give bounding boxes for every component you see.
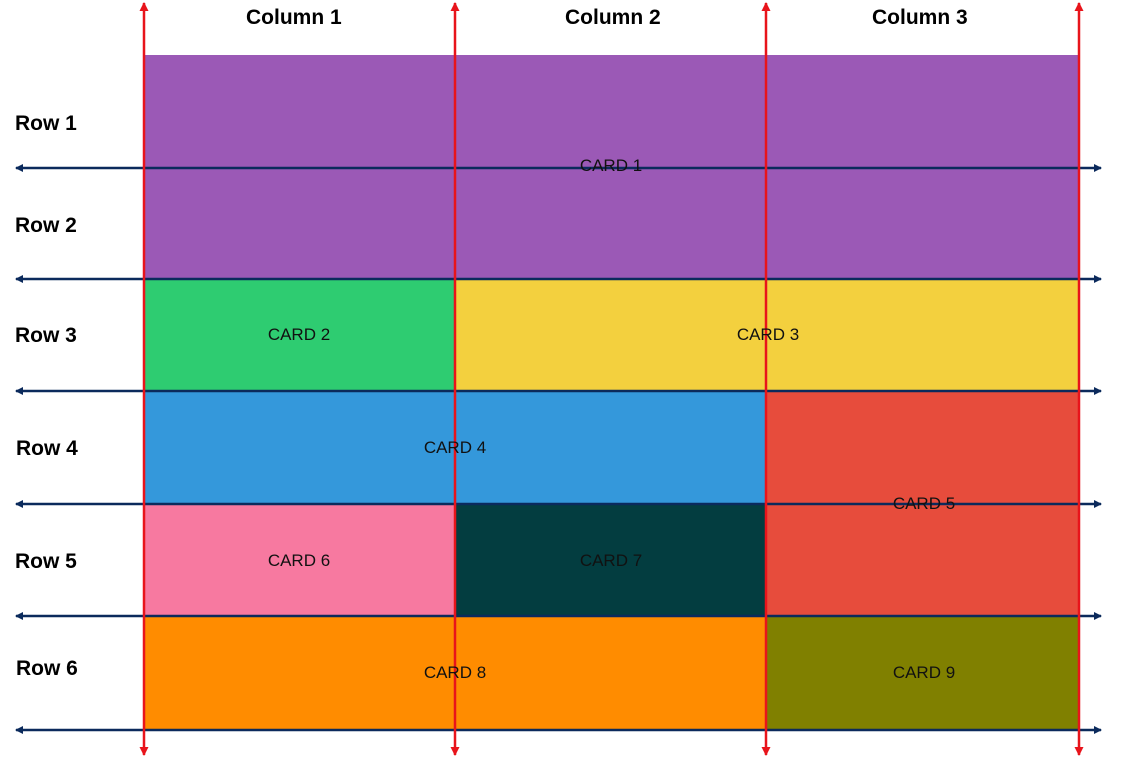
card-label-1: CARD 1 [579,156,643,175]
column-lines [139,2,1084,756]
card-label-2: CARD 2 [267,325,331,344]
card-label-5: CARD 5 [892,494,956,513]
row-header-5: Row 5 [15,550,77,573]
row-header-4: Row 4 [16,437,78,460]
card-label-4: CARD 4 [423,438,487,457]
card-2 [145,280,455,392]
column-header-3: Column 3 [872,6,968,29]
row-header-1: Row 1 [15,112,77,135]
card-label-9: CARD 9 [892,663,956,682]
card-9 [766,617,1079,730]
card-label-8: CARD 8 [423,663,487,682]
card-7 [456,505,766,617]
card-6 [145,505,456,617]
card-label-3: CARD 3 [736,325,800,344]
row-header-6: Row 6 [16,657,78,680]
row-lines [15,164,1102,734]
row-header-2: Row 2 [15,214,77,237]
row-header-3: Row 3 [15,324,77,347]
card-label-7: CARD 7 [579,551,643,570]
column-header-2: Column 2 [565,6,661,29]
card-label-6: CARD 6 [267,551,331,570]
column-header-1: Column 1 [246,6,342,29]
